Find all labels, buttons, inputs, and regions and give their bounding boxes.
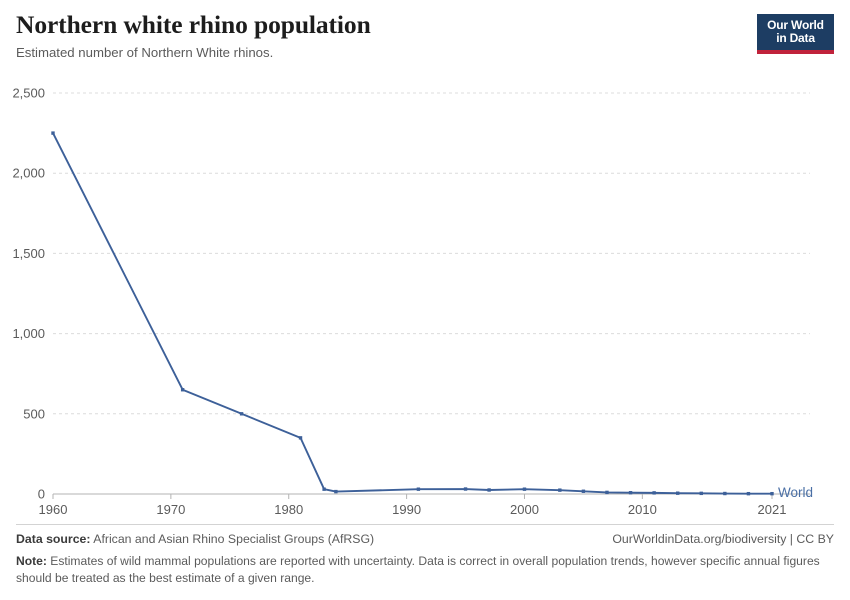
data-series-group[interactable] — [51, 131, 774, 496]
data-point-marker[interactable] — [522, 487, 527, 491]
data-point-marker[interactable] — [746, 491, 751, 496]
data-point-marker[interactable] — [322, 487, 326, 491]
x-axis-tick-label: 2021 — [758, 502, 787, 517]
data-point-marker[interactable] — [463, 487, 468, 491]
x-axis-tick-label: 2010 — [628, 502, 657, 517]
gridlines — [53, 92, 810, 415]
x-axis-tick-label: 2000 — [510, 502, 539, 517]
y-axis-tick-label: 2,000 — [12, 166, 45, 181]
data-point-marker[interactable] — [676, 491, 680, 495]
series-label-world[interactable]: World — [778, 485, 813, 500]
data-point-marker[interactable] — [558, 488, 562, 492]
data-point-marker[interactable] — [581, 489, 586, 493]
x-axis-tick-label: 1970 — [156, 502, 185, 517]
page-title: Northern white rhino population — [16, 10, 371, 39]
data-point-marker[interactable] — [770, 491, 774, 496]
data-point-marker[interactable] — [723, 491, 727, 496]
data-point-marker[interactable] — [487, 488, 491, 492]
y-axis-tick-label: 1,000 — [12, 326, 45, 341]
x-axis-tick-label: 1990 — [392, 502, 421, 517]
y-axis-tick-label: 1,500 — [12, 246, 45, 261]
y-axis-tick-label: 500 — [23, 406, 45, 421]
data-point-marker[interactable] — [51, 131, 55, 135]
data-source-label: Data source: — [16, 532, 91, 546]
data-point-marker[interactable] — [416, 487, 421, 491]
data-point-marker[interactable] — [298, 436, 303, 440]
data-point-marker[interactable] — [239, 412, 244, 416]
data-point-marker[interactable] — [628, 491, 633, 495]
data-point-marker[interactable] — [699, 491, 703, 496]
x-axis-tick-marks — [52, 494, 773, 499]
note-text: Estimates of wild mammal populations are… — [16, 554, 820, 585]
owid-logo-line1: Our World — [767, 18, 824, 33]
data-point-marker[interactable] — [334, 489, 338, 494]
line-chart-svg: 0 500 1,000 1,500 2,000 2,500 1960 1970 1980 199… — [12, 86, 813, 518]
chart-subtitle: Estimated number of Northern White rhino… — [16, 45, 274, 61]
data-point-marker[interactable] — [652, 491, 656, 495]
y-axis-tick-label: 0 — [38, 487, 45, 502]
data-source: Data source: African and Asian Rhino Spe… — [16, 532, 374, 546]
chart-footer: Data source: African and Asian Rhino Spe… — [16, 524, 834, 586]
footer-source-row: Data source: African and Asian Rhino Spe… — [16, 532, 834, 546]
series-line-world[interactable] — [52, 132, 773, 495]
owid-link[interactable]: OurWorldinData.org/biodiversity | CC BY — [612, 532, 834, 546]
x-axis-tick-label: 1980 — [274, 502, 303, 517]
note-label: Note: — [16, 554, 47, 568]
x-axis-tick-label: 1960 — [39, 502, 68, 517]
series-end-labels[interactable]: World — [778, 485, 813, 500]
data-point-marker[interactable] — [605, 490, 609, 495]
chart-header: Northern white rhino population Estimate… — [16, 10, 834, 70]
data-point-marker[interactable] — [180, 388, 185, 392]
footer-note: Note: Estimates of wild mammal populatio… — [16, 553, 828, 586]
chart-plot-area[interactable]: 0 500 1,000 1,500 2,000 2,500 1960 1970 1980 199… — [0, 80, 850, 520]
owid-logo-line2: in Data — [776, 31, 815, 45]
x-axis-tick-labels: 1960 1970 1980 1990 2000 2010 2021 — [39, 502, 787, 517]
y-axis-tick-label: 2,500 — [12, 86, 45, 101]
owid-logo[interactable]: Our World in Data — [757, 14, 834, 54]
data-source-value: African and Asian Rhino Specialist Group… — [90, 532, 375, 546]
y-axis-tick-labels: 0 500 1,000 1,500 2,000 2,500 — [12, 86, 45, 502]
